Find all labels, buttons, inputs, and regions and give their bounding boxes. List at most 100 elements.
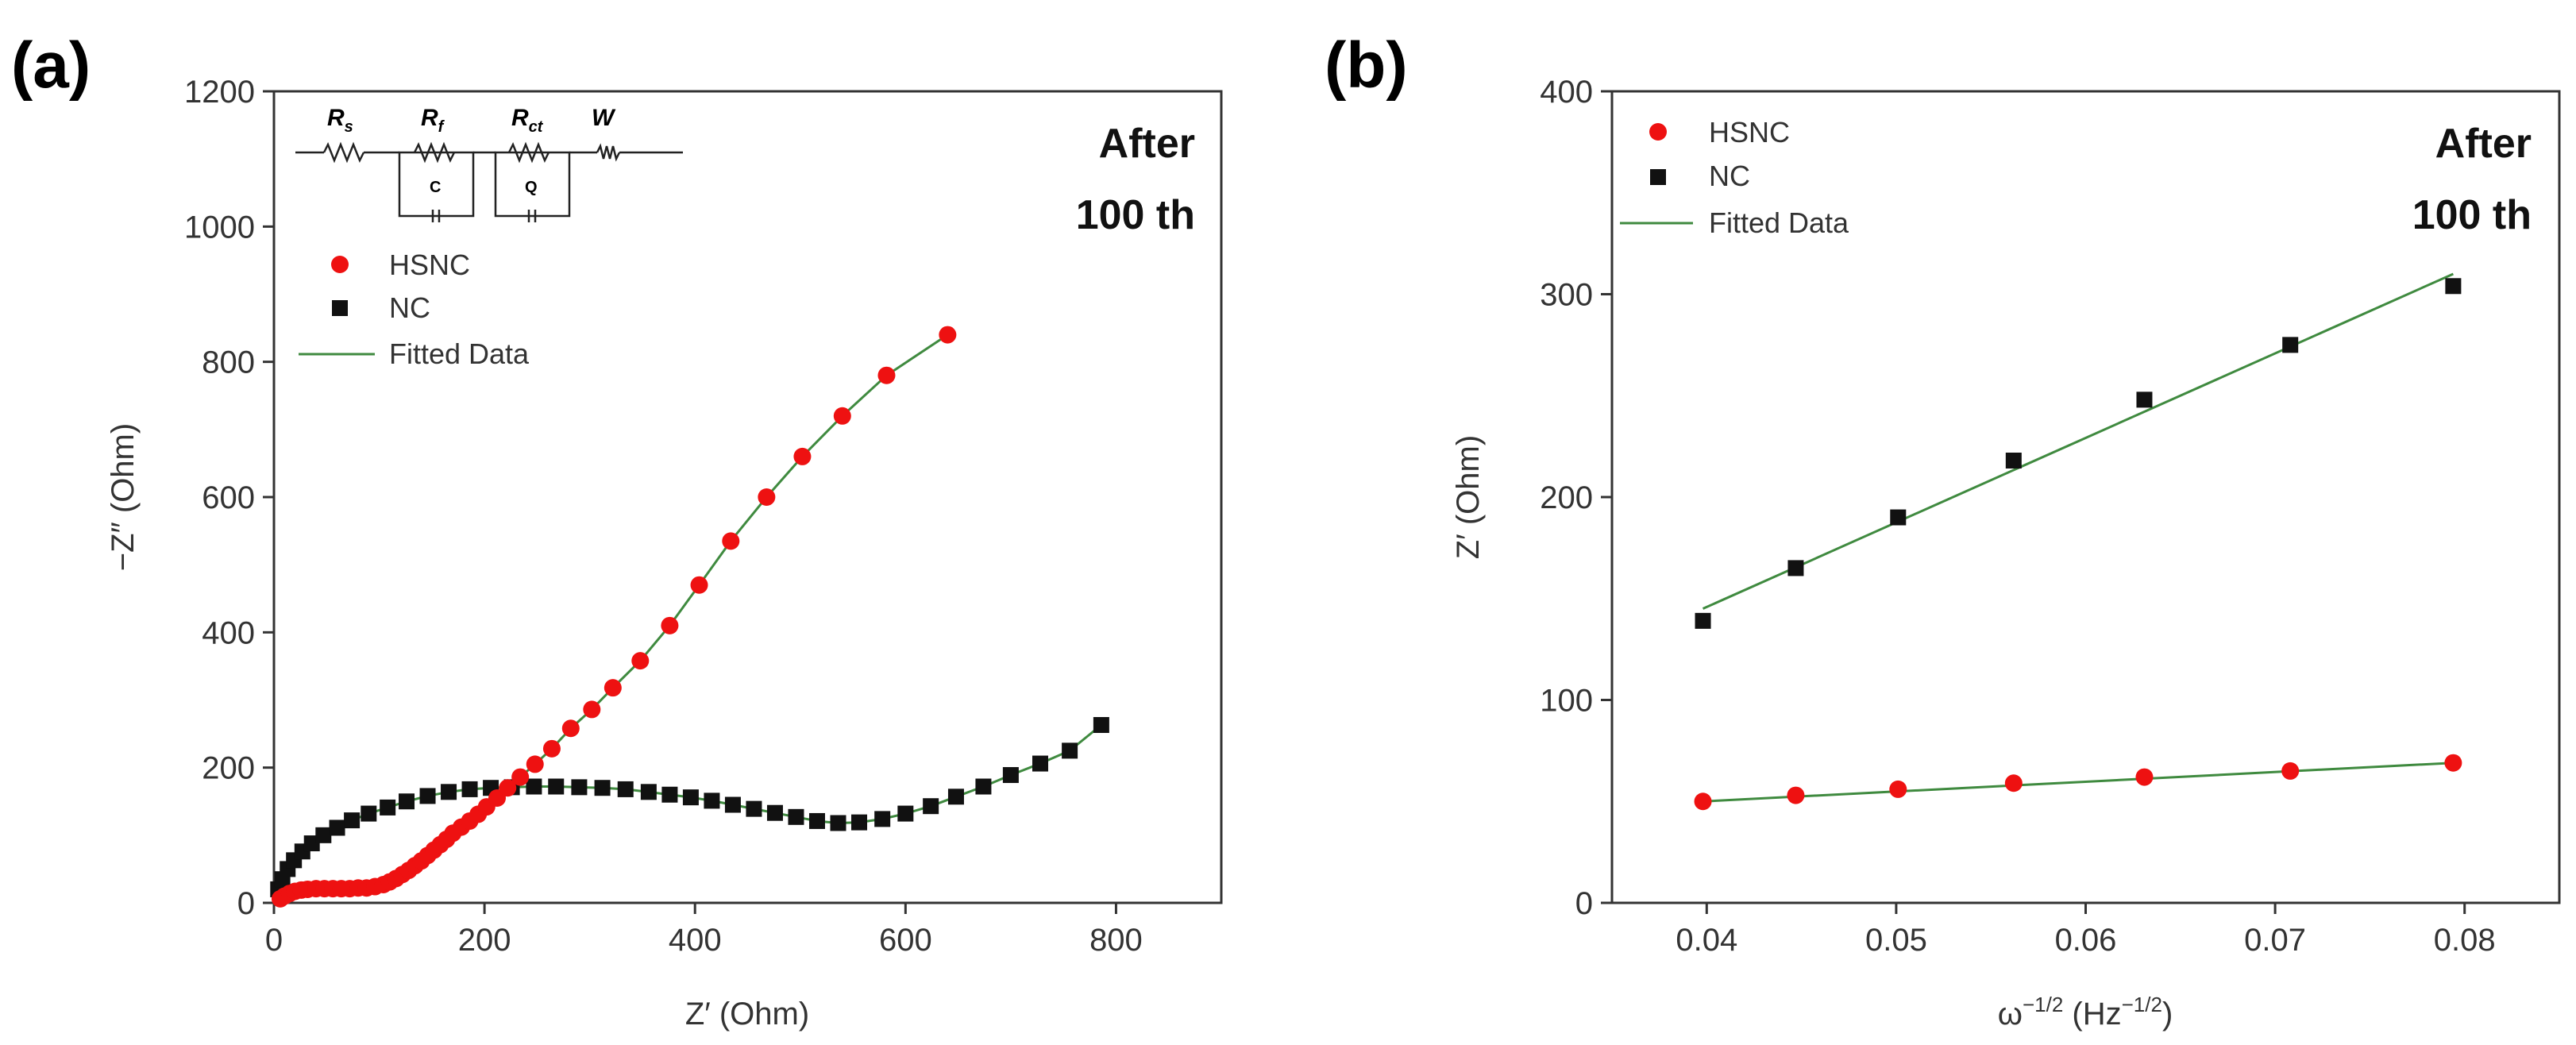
panel-b-point-hsnc [1787,786,1805,804]
equivalent-circuit [295,141,683,222]
panel-b-point-nc [1787,560,1804,576]
panel-b-point-nc [2136,391,2153,408]
panel-b-legend: HSNC NC Fitted Data [1620,116,1849,239]
panel-b-y-tick-label: 300 [1540,278,1593,313]
panel-a-y-tick-label: 1000 [184,210,255,245]
panel-a-point-nc [923,798,939,815]
legend-a-nc-label: NC [389,291,430,324]
panel-a-point-nc [661,786,678,803]
panel-a-point-nc [724,796,741,813]
panel-b-annotation-line1: After [2435,121,2532,167]
legend-a-nc-marker [332,300,348,316]
panel-b-label: (b) [1325,29,1408,102]
panel-b-x-ticks: 0.04 0.05 0.06 0.07 0.08 [1676,903,2496,958]
circuit-label-q: Q [525,179,538,196]
panel-a-point-hsnc [631,652,650,670]
panel-a-point-hsnc [690,576,708,594]
panel-a-point-nc [851,814,868,831]
panel-b-x-tick-label: 0.07 [2244,923,2306,958]
panel-a-point-hsnc [511,768,530,786]
panel-a-point-hsnc [499,779,517,797]
panel-b-y-tick-label: 200 [1540,480,1593,515]
legend-b-hsnc-marker [1649,123,1667,141]
panel-b-fit-line-nc-fit [1702,272,2454,610]
panel-a-point-nc [548,778,565,795]
panel-a-y-tick-label: 800 [202,345,255,380]
panel-a-x-tick-label: 600 [879,923,932,958]
legend-b-fit-label: Fitted Data [1709,206,1849,239]
panel-a-point-nc [441,784,457,800]
panel-a-point-nc [874,811,891,827]
panel-a-point-nc [788,808,804,825]
panel-b-point-hsnc [2444,754,2462,772]
panel-b-x-tick-label: 0.06 [2055,923,2117,958]
panel-a: (a) 0 200 400 600 800 020040060080010001200 … [11,29,1223,1032]
panel-a-point-nc [1062,742,1078,759]
panel-a-point-nc [399,793,415,810]
panel-a-x-title: Z′ (Ohm) [685,997,809,1032]
panel-a-point-hsnc [661,616,679,634]
panel-b-y-title: Z′ (Ohm) [1451,435,1486,559]
panel-a-x-tick-label: 400 [669,923,722,958]
panel-a-x-tick-label: 800 [1089,923,1143,958]
circuit-label-rf: Rf [421,105,445,136]
legend-b-hsnc-label: HSNC [1709,116,1790,148]
panel-b-point-nc [1695,612,1711,629]
panel-a-point-nc [594,780,611,796]
panel-a-point-hsnc [758,488,776,506]
panel-b-data-points [1694,278,2462,811]
panel-a-point-nc [461,781,478,797]
panel-b-x-title: ω−1/2 (Hz−1/2) [1998,993,2173,1032]
panel-b-fit-lines [1702,272,2454,803]
panel-b-y-tick-label: 100 [1540,684,1593,719]
panel-b-point-hsnc [1694,792,1712,811]
panel-b-point-nc [1890,509,1907,526]
panel-a-point-nc [344,812,361,829]
panel-a-y-tick-label: 1200 [184,75,255,110]
panel-a-annotation-line2: 100 th [1076,192,1195,238]
panel-a-point-nc [380,799,396,816]
legend-a-hsnc-marker [331,256,349,273]
panel-a-point-nc [897,805,914,822]
panel-a-point-nc [704,792,720,809]
panel-a-point-nc [419,788,436,804]
panel-b-y-tick-label: 0 [1575,886,1593,921]
panel-b: (b) 0.04 0.05 0.06 0.07 0.08 0 100 200 300 400 ω… [1325,29,2561,1032]
panel-a-point-nc [571,779,588,796]
circuit-label-c: C [430,179,441,196]
panel-a-point-nc [830,815,846,831]
panel-a-point-hsnc [561,719,580,738]
panel-a-y-tick-label: 600 [202,480,255,515]
panel-a-x-ticks: 0 200 400 600 800 [265,903,1143,958]
panel-a-point-nc [617,781,634,797]
panel-a-fit-lines [276,334,1102,900]
panel-a-x-tick-label: 200 [458,923,511,958]
panel-b-point-hsnc [2281,762,2300,780]
panel-a-point-nc [947,789,964,805]
panel-a-point-nc [1002,767,1019,784]
panel-a-point-nc [682,789,699,806]
panel-a-data-points [270,326,1109,908]
panel-a-point-hsnc [722,532,740,550]
panel-b-y-ticks: 0 100 200 300 400 [1540,75,1612,921]
panel-a-point-hsnc [604,679,622,697]
panel-a-point-hsnc [526,755,544,773]
circuit-labels: Rs Rf Rct W C Q [327,105,616,196]
panel-a-y-title: −Z″ (Ohm) [106,423,141,571]
panel-a-point-hsnc [833,407,851,425]
panel-a-point-hsnc [793,447,812,465]
panel-a-point-nc [746,800,762,817]
panel-b-annotation-line2: 100 th [2412,192,2532,238]
panel-a-point-nc [975,778,992,795]
legend-b-nc-label: NC [1709,160,1750,192]
panel-a-point-nc [526,778,542,795]
panel-b-point-hsnc [2135,768,2154,786]
panel-a-point-nc [640,784,657,800]
panel-b-point-nc [2445,278,2462,295]
panel-b-fit-line-hsnc-fit [1703,762,2454,803]
legend-b-nc-marker [1650,169,1666,185]
panel-b-x-tick-label: 0.04 [1676,923,1737,958]
panel-a-point-nc [1032,755,1049,772]
panel-a-y-tick-label: 0 [237,886,255,921]
